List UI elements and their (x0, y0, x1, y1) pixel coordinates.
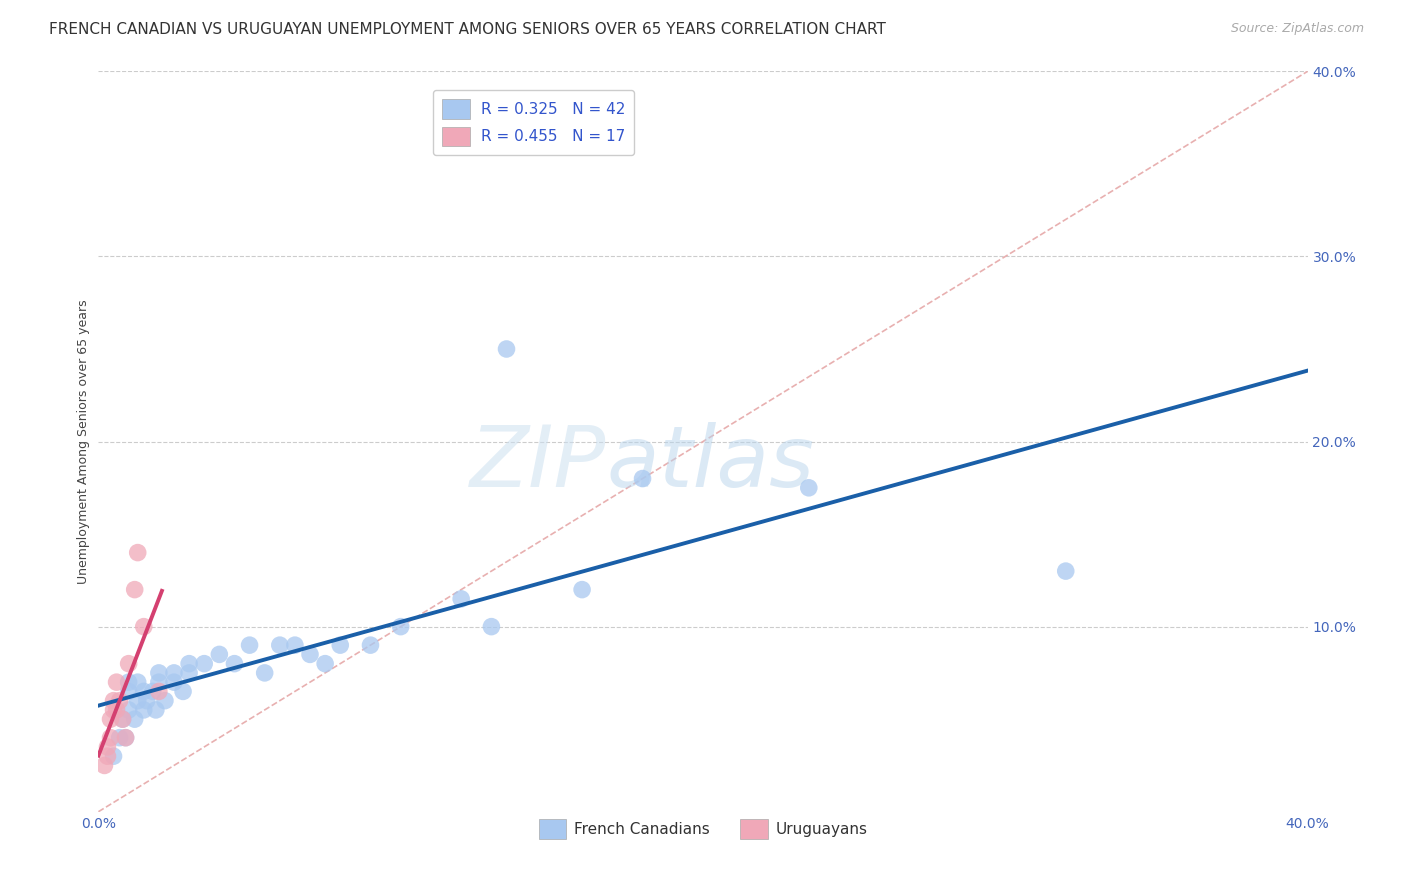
Point (495, 342, 517, 356)
Point (127, 675, 149, 690)
Text: Source: ZipAtlas.com: Source: ZipAtlas.com (1230, 22, 1364, 36)
Point (193, 657, 215, 671)
Point (224, 657, 246, 671)
Point (239, 638, 262, 652)
Point (571, 582, 593, 597)
Point (124, 582, 146, 597)
Text: atlas: atlas (606, 422, 814, 505)
Point (299, 648, 322, 662)
Point (114, 731, 136, 745)
Point (124, 712, 146, 726)
Point (111, 712, 134, 726)
Point (269, 638, 291, 652)
Point (100, 712, 122, 726)
Point (148, 684, 170, 698)
Point (253, 665, 276, 680)
Point (103, 703, 125, 717)
Y-axis label: Unemployment Among Seniors over 65 years: Unemployment Among Seniors over 65 years (77, 299, 90, 584)
Point (145, 703, 167, 717)
Point (108, 731, 131, 745)
Point (118, 703, 141, 717)
Point (118, 657, 141, 671)
Point (208, 648, 231, 662)
Point (163, 675, 186, 690)
Point (314, 657, 336, 671)
Point (153, 694, 176, 708)
Point (103, 694, 125, 708)
Point (118, 675, 141, 690)
Point (329, 638, 352, 652)
Point (179, 657, 201, 671)
Point (108, 694, 131, 708)
Point (96, 739, 118, 754)
Point (127, 694, 149, 708)
Point (148, 675, 170, 690)
Point (111, 712, 134, 726)
Point (103, 749, 125, 764)
Point (284, 638, 307, 652)
Point (132, 703, 155, 717)
Point (127, 545, 149, 560)
Text: ZIP: ZIP (470, 422, 606, 505)
Point (450, 591, 472, 606)
Point (135, 694, 157, 708)
Point (360, 638, 382, 652)
Legend: French Canadians, Uruguayans: French Canadians, Uruguayans (533, 813, 873, 845)
Point (114, 731, 136, 745)
Point (179, 665, 201, 680)
Point (132, 684, 155, 698)
Point (105, 703, 128, 717)
Point (631, 472, 654, 486)
Point (389, 619, 412, 633)
Point (142, 684, 165, 698)
Point (118, 684, 141, 698)
Point (105, 675, 128, 690)
Point (100, 731, 122, 745)
Point (172, 684, 194, 698)
Point (1054, 564, 1077, 578)
Point (93, 758, 115, 772)
Point (148, 665, 170, 680)
Point (96, 749, 118, 764)
Point (163, 665, 186, 680)
Point (797, 481, 820, 495)
Text: FRENCH CANADIAN VS URUGUAYAN UNEMPLOYMENT AMONG SENIORS OVER 65 YEARS CORRELATIO: FRENCH CANADIAN VS URUGUAYAN UNEMPLOYMEN… (49, 22, 886, 37)
Point (132, 619, 155, 633)
Point (481, 619, 503, 633)
